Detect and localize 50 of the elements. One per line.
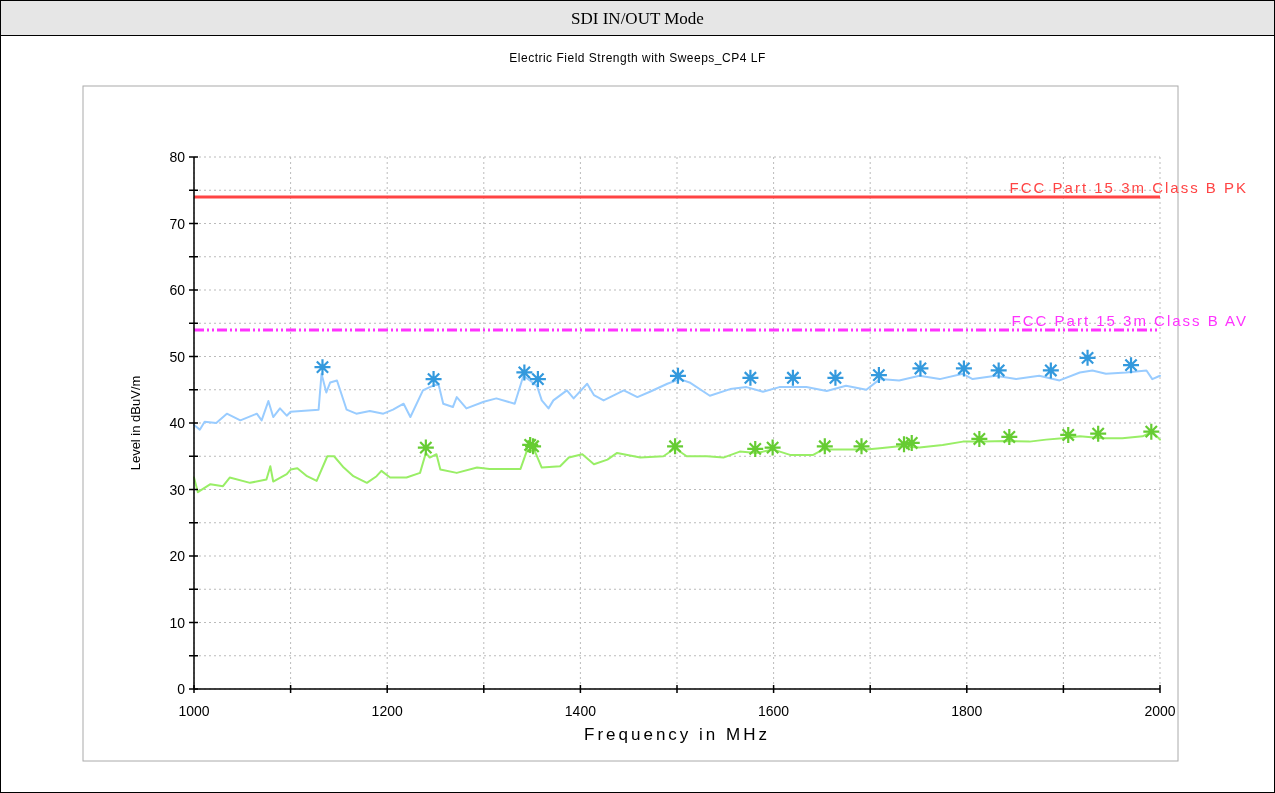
x-tick-label: 1600 bbox=[758, 703, 790, 719]
point bbox=[665, 437, 685, 456]
ref-line-label: FCC Part 15 3m Class B AV bbox=[1011, 311, 1248, 329]
point bbox=[826, 368, 845, 387]
point bbox=[783, 368, 803, 387]
point bbox=[1059, 425, 1078, 445]
point bbox=[746, 439, 765, 459]
y-tick-label: 60 bbox=[169, 282, 186, 298]
line-series bbox=[193, 369, 1161, 431]
chart-subtitle: Electric Field Strength with Sweeps_CP4 LF bbox=[509, 51, 766, 65]
y-tick-label: 40 bbox=[169, 415, 186, 431]
y-tick-label: 0 bbox=[177, 681, 186, 697]
y-tick-label: 20 bbox=[169, 548, 186, 564]
ref-line-label: FCC Part 15 3m Class B PK bbox=[1009, 178, 1248, 196]
point bbox=[1078, 348, 1097, 367]
x-tick-label: 1800 bbox=[951, 703, 983, 719]
point bbox=[911, 359, 930, 378]
point bbox=[970, 429, 989, 449]
y-tick-label: 50 bbox=[169, 348, 186, 365]
point bbox=[424, 370, 443, 389]
point bbox=[1089, 424, 1108, 443]
point bbox=[515, 363, 534, 382]
y-tick-label: 70 bbox=[169, 215, 186, 232]
point bbox=[1000, 427, 1019, 447]
y-axis-title: Level in dBuV/m bbox=[128, 375, 143, 471]
point bbox=[1041, 361, 1060, 380]
chart-title: SDI IN/OUT Mode bbox=[571, 9, 704, 28]
point bbox=[852, 437, 871, 456]
point bbox=[954, 359, 973, 378]
point bbox=[869, 366, 888, 385]
point bbox=[1142, 422, 1161, 441]
point bbox=[902, 433, 921, 453]
y-tick-label: 80 bbox=[169, 149, 186, 165]
y-tick-label: 30 bbox=[169, 481, 186, 498]
x-tick-label: 1000 bbox=[178, 703, 210, 719]
x-axis-title: Frequency in MHz bbox=[584, 725, 770, 744]
point bbox=[763, 438, 782, 457]
x-tick-label: 2000 bbox=[1144, 703, 1176, 719]
point bbox=[528, 370, 547, 389]
point bbox=[313, 358, 332, 377]
y-tick-label: 10 bbox=[169, 614, 186, 631]
line-series bbox=[193, 430, 1161, 494]
point bbox=[1121, 356, 1141, 375]
point bbox=[815, 437, 834, 456]
x-tick-label: 1200 bbox=[371, 703, 403, 719]
x-tick-label: 1400 bbox=[564, 703, 597, 719]
point bbox=[741, 368, 760, 387]
point bbox=[416, 438, 435, 457]
point bbox=[989, 361, 1008, 380]
point bbox=[668, 366, 688, 385]
